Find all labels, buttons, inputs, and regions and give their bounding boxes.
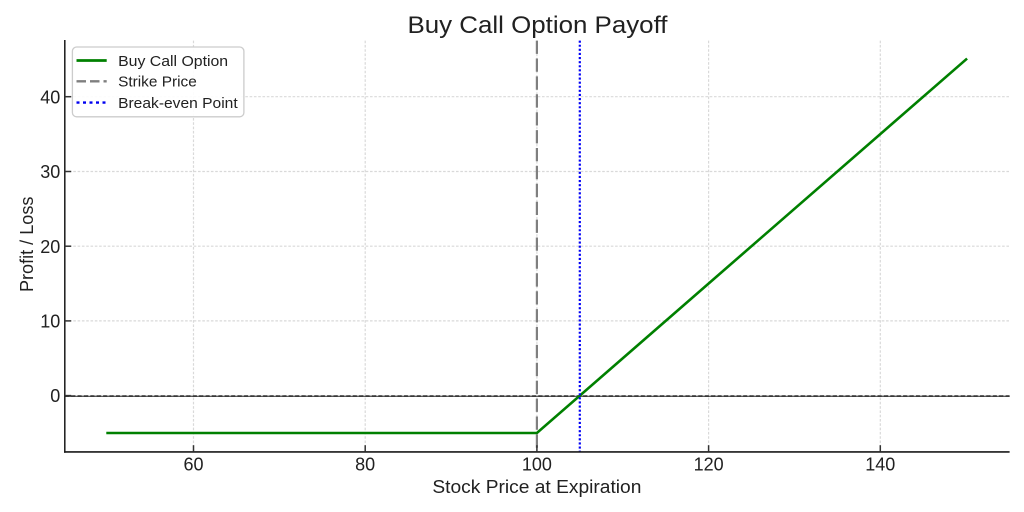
svg-text:0: 0 [50, 386, 60, 406]
svg-text:Strike Price: Strike Price [118, 74, 197, 91]
svg-text:30: 30 [40, 162, 60, 182]
svg-text:100: 100 [522, 454, 552, 474]
svg-text:120: 120 [694, 454, 724, 474]
svg-text:10: 10 [40, 312, 60, 332]
svg-text:Stock Price at Expiration: Stock Price at Expiration [432, 477, 641, 497]
svg-text:60: 60 [183, 454, 203, 474]
svg-text:Buy Call Option: Buy Call Option [118, 53, 228, 70]
svg-text:140: 140 [865, 454, 895, 474]
svg-text:40: 40 [40, 87, 60, 107]
svg-text:80: 80 [355, 454, 375, 474]
svg-text:Break-even Point: Break-even Point [118, 95, 238, 112]
svg-text:Profit / Loss: Profit / Loss [17, 197, 37, 292]
svg-text:Buy Call Option Payoff: Buy Call Option Payoff [408, 12, 668, 39]
svg-text:20: 20 [40, 237, 60, 257]
